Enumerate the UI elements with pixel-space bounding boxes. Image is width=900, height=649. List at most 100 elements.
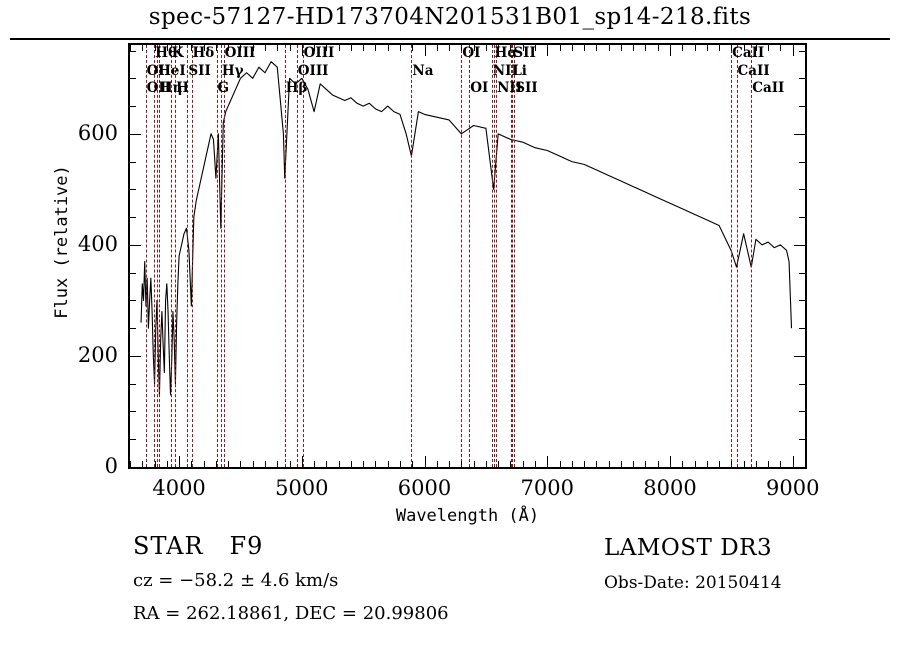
tick-mark bbox=[338, 461, 340, 467]
tick-mark bbox=[142, 45, 144, 51]
line-label-H-3835: Hη bbox=[159, 80, 183, 96]
line-marker-3798 bbox=[154, 45, 156, 467]
tick-mark bbox=[799, 328, 805, 330]
x-tick-label-4000: 4000 bbox=[152, 476, 206, 500]
tick-mark bbox=[130, 467, 141, 468]
line-marker-6548 bbox=[491, 45, 493, 467]
tick-mark bbox=[424, 456, 426, 467]
line-label-OI-6364: OI bbox=[470, 80, 489, 96]
line-marker-6583 bbox=[496, 45, 498, 467]
line-label-Li-6707: Li bbox=[512, 63, 527, 79]
title-divider bbox=[10, 38, 890, 40]
tick-mark bbox=[387, 461, 389, 467]
tick-mark bbox=[473, 45, 475, 51]
line-label-H-3968: H bbox=[176, 80, 189, 96]
tick-mark bbox=[461, 461, 463, 467]
radial-velocity: cz = −58.2 ± 4.6 km/s bbox=[133, 570, 339, 591]
tick-mark bbox=[633, 461, 635, 467]
tick-mark bbox=[498, 461, 500, 467]
tick-mark bbox=[424, 45, 426, 56]
survey-name: LAMOST DR3 bbox=[604, 535, 773, 561]
tick-mark bbox=[485, 461, 487, 467]
line-label-HeI-3820: HeI bbox=[158, 63, 186, 79]
tick-mark bbox=[473, 461, 475, 467]
spectral-class: F9 bbox=[229, 532, 264, 560]
tick-mark bbox=[792, 456, 794, 467]
y-tick-label-0: 0 bbox=[104, 454, 118, 478]
tick-mark bbox=[228, 45, 230, 51]
line-label-SII-6716: SII bbox=[513, 45, 536, 61]
line-label-H-6563: Hα bbox=[494, 45, 518, 61]
tick-mark bbox=[289, 461, 291, 467]
tick-mark bbox=[620, 45, 622, 51]
tick-mark bbox=[799, 411, 805, 413]
line-label-OIII-4959: OIII bbox=[297, 63, 329, 79]
tick-mark bbox=[449, 45, 451, 51]
line-marker-8498 bbox=[731, 45, 733, 467]
line-marker-3820 bbox=[157, 45, 158, 467]
y-tick-label-400: 400 bbox=[77, 231, 118, 256]
tick-mark bbox=[142, 461, 144, 467]
line-marker-4861 bbox=[284, 45, 286, 467]
line-label-OIII-5007: OIII bbox=[303, 45, 335, 61]
tick-mark bbox=[780, 45, 782, 51]
y-axis-label: Flux (relative) bbox=[52, 165, 72, 319]
tick-mark bbox=[130, 45, 131, 51]
tick-mark bbox=[252, 45, 254, 51]
tick-mark bbox=[657, 45, 659, 51]
y-tick-label-600: 600 bbox=[77, 120, 118, 145]
tick-mark bbox=[682, 461, 684, 467]
tick-mark bbox=[130, 383, 136, 385]
tick-mark bbox=[314, 45, 316, 51]
tick-mark bbox=[522, 461, 524, 467]
line-label-OIII-4363: OIII bbox=[224, 45, 256, 61]
tick-mark bbox=[363, 461, 365, 467]
line-label-SII-6731: SII bbox=[515, 80, 538, 96]
tick-mark bbox=[436, 461, 438, 467]
tick-mark bbox=[719, 45, 721, 51]
tick-mark bbox=[130, 50, 136, 52]
tick-mark bbox=[154, 45, 156, 51]
tick-mark bbox=[130, 217, 136, 219]
line-marker-5007 bbox=[302, 45, 304, 467]
tick-mark bbox=[130, 411, 136, 413]
x-tick-label-8000: 8000 bbox=[643, 476, 697, 500]
tick-mark bbox=[240, 45, 242, 51]
tick-mark bbox=[694, 45, 696, 51]
tick-mark bbox=[130, 244, 141, 246]
tick-mark bbox=[265, 461, 266, 467]
observation-date: Obs-Date: 20150414 bbox=[604, 573, 782, 593]
tick-mark bbox=[363, 45, 365, 51]
tick-mark bbox=[387, 45, 389, 51]
spectrum-plot bbox=[128, 43, 807, 469]
tick-mark bbox=[584, 45, 586, 51]
tick-mark bbox=[130, 106, 136, 108]
line-marker-4101 bbox=[191, 45, 193, 467]
tick-mark bbox=[130, 328, 136, 330]
tick-mark bbox=[547, 456, 549, 467]
tick-mark bbox=[203, 45, 205, 51]
tick-mark bbox=[326, 461, 328, 467]
line-label-CaII-8662: CaII bbox=[752, 80, 785, 96]
line-label-G-4305: G bbox=[217, 80, 230, 96]
tick-mark bbox=[719, 461, 721, 467]
tick-mark bbox=[743, 45, 745, 51]
tick-mark bbox=[799, 50, 805, 52]
tick-mark bbox=[547, 45, 549, 56]
line-marker-4340 bbox=[220, 45, 222, 467]
tick-mark bbox=[731, 461, 733, 467]
line-marker-4363 bbox=[223, 45, 225, 467]
line-label-H-3798: Hθ bbox=[155, 45, 178, 61]
tick-mark bbox=[130, 461, 131, 467]
tick-mark bbox=[535, 45, 536, 51]
tick-mark bbox=[596, 45, 598, 51]
line-marker-6716 bbox=[512, 45, 514, 467]
tick-mark bbox=[289, 45, 291, 51]
tick-mark bbox=[252, 461, 254, 467]
tick-mark bbox=[228, 461, 230, 467]
line-label-SII-4068: SII bbox=[188, 63, 211, 79]
tick-mark bbox=[436, 45, 438, 51]
tick-mark bbox=[130, 78, 136, 80]
tick-mark bbox=[130, 439, 136, 441]
tick-mark bbox=[799, 161, 805, 163]
